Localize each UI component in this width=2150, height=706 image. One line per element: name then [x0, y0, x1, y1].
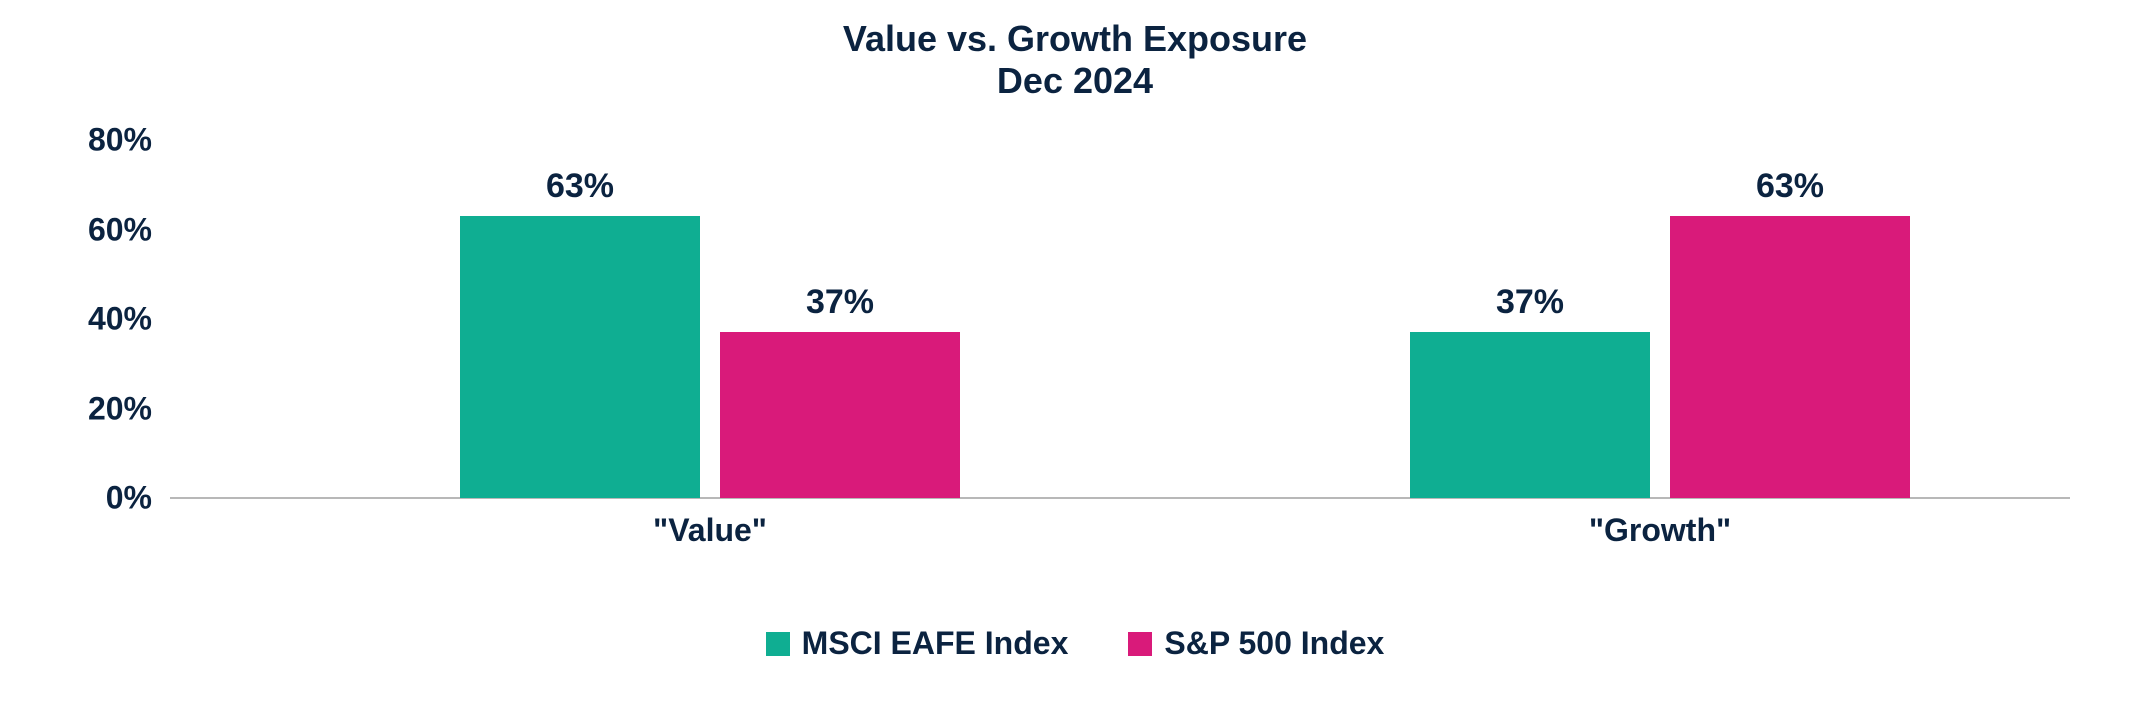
legend-swatch — [1128, 632, 1152, 656]
y-tick-label: 80% — [88, 122, 152, 159]
legend-item: MSCI EAFE Index — [766, 625, 1069, 662]
bar — [720, 332, 960, 498]
y-tick-label: 60% — [88, 211, 152, 248]
bar-value-label: 63% — [546, 167, 614, 206]
bar-value-label: 37% — [806, 283, 874, 322]
bar — [1410, 332, 1650, 498]
y-tick-label: 20% — [88, 390, 152, 427]
chart-title-line1: Value vs. Growth Exposure — [843, 18, 1307, 59]
bar — [460, 216, 700, 498]
x-category-label: "Value" — [653, 512, 767, 549]
legend-swatch — [766, 632, 790, 656]
chart-title: Value vs. Growth Exposure Dec 2024 — [0, 18, 2150, 103]
bar-value-label: 37% — [1496, 283, 1564, 322]
legend-item: S&P 500 Index — [1128, 625, 1384, 662]
bar — [1670, 216, 1910, 498]
legend-label: S&P 500 Index — [1164, 625, 1384, 662]
legend-label: MSCI EAFE Index — [802, 625, 1069, 662]
y-tick-label: 0% — [106, 480, 152, 517]
plot-area: 0%20%40%60%80%63%37%"Value"37%63%"Growth… — [170, 140, 2070, 498]
chart-title-line2: Dec 2024 — [997, 60, 1153, 101]
chart-legend: MSCI EAFE Index S&P 500 Index — [0, 625, 2150, 662]
y-tick-label: 40% — [88, 301, 152, 338]
bar-value-label: 63% — [1756, 167, 1824, 206]
x-category-label: "Growth" — [1589, 512, 1731, 549]
exposure-bar-chart: Value vs. Growth Exposure Dec 2024 0% 20%… — [0, 0, 2150, 706]
